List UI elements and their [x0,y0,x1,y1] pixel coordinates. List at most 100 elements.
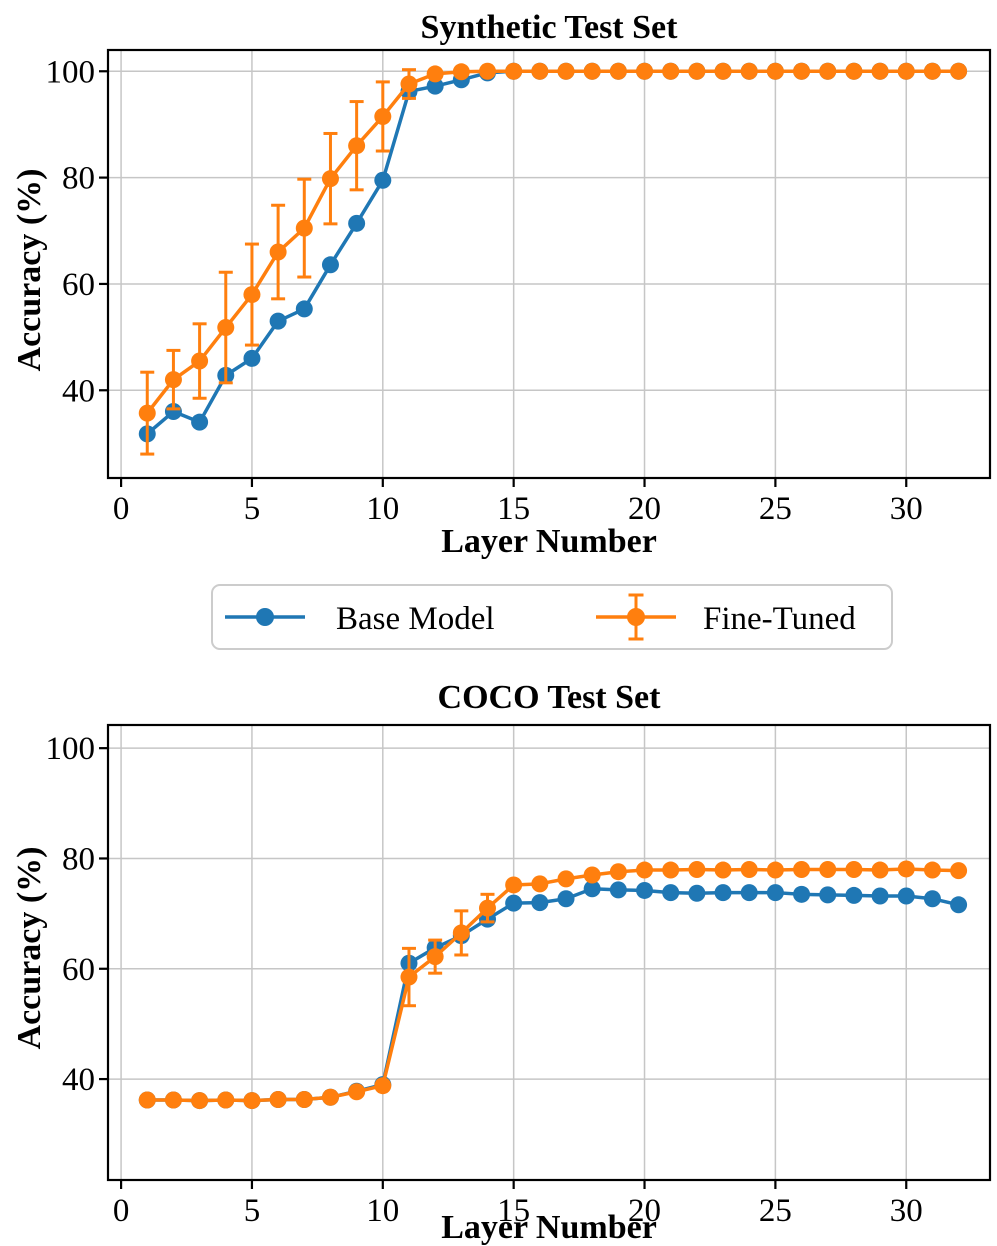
data-point [819,860,837,878]
y-tick-label: 100 [46,54,96,90]
data-point [636,861,654,879]
data-point [295,1090,313,1108]
plot-frame [106,723,992,1182]
data-point [217,319,235,337]
data-point [531,875,549,893]
data-point [688,884,706,902]
chart-synthetic-xlabel: Layer Number [441,523,657,560]
x-tick-label: 10 [366,1193,399,1229]
data-point [321,1088,339,1106]
data-point [505,894,523,912]
x-tick-label: 15 [497,491,530,527]
y-tick-label: 80 [62,841,95,877]
series-group [138,62,968,456]
legend-item-fine-tuned: Fine-Tuned [596,593,856,641]
data-point [609,863,627,881]
data-point [845,860,863,878]
data-point [950,862,968,880]
data-point [400,968,418,986]
data-point [138,404,156,422]
y-tick-label: 100 [46,731,96,767]
data-point [348,214,366,232]
data-point [243,1092,261,1110]
gridlines [108,725,990,1180]
data-point [426,65,444,83]
x-tick-label: 0 [113,1193,130,1229]
data-point [243,349,261,367]
series-line [146,69,959,436]
x-tick-label: 0 [113,491,130,527]
axes: 0 5 10 15 20 25 30 40 60 80 100 [46,48,992,527]
data-point [923,890,941,908]
data-point [295,300,313,318]
data-point [531,62,549,80]
data-point [269,1090,287,1108]
data-point [374,171,392,189]
data-point [950,62,968,80]
x-tick-label: 25 [759,1193,792,1229]
data-point [505,876,523,894]
data-point [138,1091,156,1109]
legend-box [211,584,893,650]
series-group [138,860,968,1110]
data-point [950,896,968,914]
data-point [452,63,470,81]
data-point [609,881,627,899]
data-point [766,62,784,80]
data-point [295,219,313,237]
data-point [531,894,549,912]
data-point [871,887,889,905]
data-point [478,62,496,80]
data-point [269,312,287,330]
data-point [505,62,523,80]
data-point [793,885,811,903]
data-point [583,880,601,898]
x-tick-label: 5 [244,1193,261,1229]
data-point [714,884,732,902]
data-point [583,866,601,884]
chart-coco: COCO Test Set Layer Number Accuracy (%) … [11,679,992,1246]
data-point [662,861,680,879]
gridlines [108,50,990,478]
plot-frame [106,48,992,480]
data-point [321,170,339,188]
axes: 0 5 10 15 20 25 30 40 60 80 100 [46,723,992,1229]
data-point [452,924,470,942]
x-tick-label: 15 [497,1193,530,1229]
data-point [164,403,182,421]
data-point [897,887,915,905]
data-point [793,62,811,80]
data-point [478,899,496,917]
data-point [845,886,863,904]
x-tick-label: 5 [244,491,261,527]
x-tick-label: 20 [628,491,661,527]
legend-label-base-model: Base Model [336,601,495,637]
data-point [321,256,339,274]
y-tick-label: 60 [62,267,95,303]
data-point [609,62,627,80]
y-tick-label: 60 [62,952,95,988]
data-point [636,881,654,899]
series-line [147,887,959,1103]
chart-synthetic: Synthetic Test Set Layer Number Accuracy… [11,9,992,560]
data-point [845,62,863,80]
data-point [191,352,209,370]
data-point [688,62,706,80]
data-point [400,75,418,93]
data-point [740,884,758,902]
data-point [923,861,941,879]
data-point [348,137,366,155]
data-point [557,870,575,888]
data-point [871,861,889,879]
y-tick-label: 40 [62,373,95,409]
data-point [426,77,444,95]
chart-synthetic-ylabel: Accuracy (%) [11,169,48,372]
x-tick-label: 20 [628,1193,661,1229]
chart-coco-title: COCO Test Set [438,679,662,716]
data-point [766,861,784,879]
base-model-dot-marker [256,608,274,626]
data-point [897,62,915,80]
y-tick-label: 40 [62,1062,95,1098]
